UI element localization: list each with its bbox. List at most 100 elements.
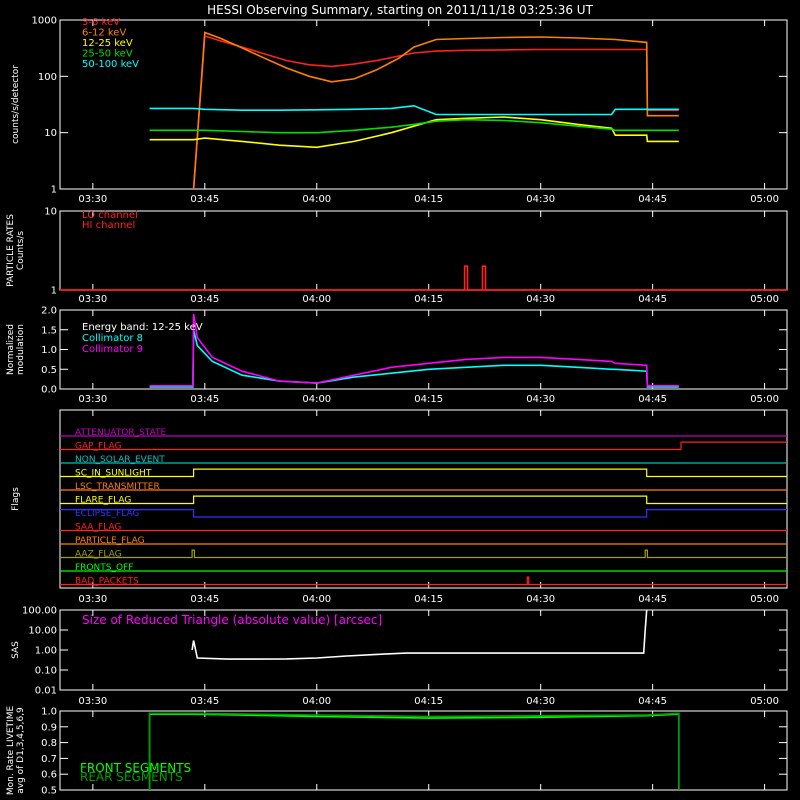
y-tick-label: 1.5	[41, 325, 57, 336]
annotation-label: Energy band: 12-25 keV	[82, 322, 203, 333]
series-line-3-6-kev	[192, 34, 679, 190]
panel-modulation: 03:30 03:45 04:00 04:15 04:30 04:45 05:00 0.0 0.…	[6, 306, 788, 405]
y-tick-label: 2.0	[41, 306, 57, 317]
flag-line-aaz-flag	[60, 549, 787, 559]
legend-entry: HI channel	[82, 220, 135, 231]
legend-entry: FRONT SEGMENTS	[80, 761, 191, 775]
series-line-12-25-kev	[149, 116, 679, 149]
series-line-25-50-kev	[149, 118, 679, 134]
y-axis-label: modulation	[16, 324, 26, 375]
x-tick-label: 04:00	[302, 594, 331, 605]
legend-entry: Collimator 8	[82, 333, 143, 344]
series-line-6-12-kev	[192, 31, 679, 190]
x-tick-label: 03:30	[78, 594, 107, 605]
series-line-50-100-kev	[149, 104, 679, 116]
y-tick-label: 1.0	[41, 345, 57, 356]
legend-entry: 25-50 keV	[82, 49, 133, 60]
y-tick-label: 0.10	[35, 666, 57, 677]
legend-entry: 50-100 keV	[82, 59, 139, 70]
x-tick-label: 04:30	[526, 394, 555, 405]
x-tick-label: 04:00	[302, 294, 331, 305]
y-tick-label: 1	[51, 286, 57, 297]
x-tick-label: 05:00	[750, 594, 779, 605]
y-tick-label: 0.9	[41, 722, 57, 733]
y-axis-label: SAS	[11, 641, 21, 659]
legend-entry: LO channel	[82, 210, 138, 221]
panel-frame	[59, 409, 788, 589]
flag-label: ECLIPSE_FLAG	[75, 509, 139, 519]
flag-line-flare-flag	[60, 495, 787, 505]
panel-frame	[59, 710, 788, 791]
x-tick-label: 05:00	[750, 696, 779, 707]
flag-line-sc-in-sunlight	[60, 468, 787, 478]
flag-label: SAA_FLAG	[75, 523, 121, 533]
flag-label: LSC_TRANSMITTER	[75, 482, 160, 492]
y-tick-label: 0.5	[41, 786, 57, 797]
x-tick-label: 04:15	[414, 294, 443, 305]
x-tick-label: 03:45	[190, 696, 219, 707]
panel-livetime: 0.5 0.6 0.7 0.8 0.9 1.0 Mon. Rate LIVETIME avg …	[6, 706, 788, 797]
x-tick-label: 04:45	[638, 194, 667, 205]
y-tick-label: 1	[51, 185, 57, 196]
x-tick-label: 03:30	[78, 696, 107, 707]
x-tick-label: 04:15	[414, 696, 443, 707]
legend-entry: 6-12 keV	[82, 28, 126, 39]
y-tick-label: 1.00	[35, 646, 57, 657]
y-axis-label: Mon. Rate LIVETIME	[6, 706, 16, 796]
y-tick-label: 0.5	[41, 365, 57, 376]
y-tick-label: 1.0	[41, 707, 57, 718]
y-tick-label: 0.8	[41, 738, 57, 749]
y-axis-label: counts/s/detector	[11, 65, 21, 144]
y-tick-label: 100	[38, 72, 57, 83]
flag-label: AAZ_FLAG	[75, 550, 122, 560]
flag-label: FLARE_FLAG	[75, 496, 131, 506]
x-tick-label: 03:30	[78, 394, 107, 405]
x-tick-label: 04:15	[414, 594, 443, 605]
panels: 03:30 03:45 04:00 04:15 04:30 04:45 05:0011010…	[6, 16, 788, 797]
sas-panel-title: Size of Reduced Triangle (absolute value…	[82, 613, 382, 627]
y-tick-label: 0.0	[41, 385, 57, 396]
legend-entry: REAR SEGMENTS	[80, 770, 183, 784]
y-tick-label: 0.01	[35, 686, 57, 697]
flag-line-bad-packets	[60, 576, 787, 586]
legend-entry: Collimator 9	[82, 344, 143, 355]
flag-label: NON_SOLAR_EVENT	[75, 455, 165, 465]
y-tick-label: 10	[44, 207, 57, 218]
flag-line-gap-flag	[60, 441, 787, 451]
x-tick-label: 04:30	[526, 194, 555, 205]
flag-label: BAD_PACKETS	[75, 577, 139, 587]
flag-label: ATTENUATOR_STATE	[75, 428, 167, 438]
series-line-collimator-9	[149, 313, 679, 387]
x-tick-label: 03:45	[190, 294, 219, 305]
y-axis-label: Counts/s	[16, 231, 26, 270]
x-tick-label: 03:45	[190, 594, 219, 605]
panel-particle-rates: 03:30 03:45 04:00 04:15 04:30 04:45 05:00 1 10 PA…	[6, 207, 788, 305]
x-tick-label: 03:45	[190, 394, 219, 405]
x-tick-label: 04:00	[302, 194, 331, 205]
y-axis-label: PARTICLE RATES	[6, 214, 16, 287]
series-line-rear-segments	[148, 712, 680, 790]
x-tick-label: 04:00	[302, 696, 331, 707]
y-axis-label: avg of D1,3,4,5,6,9	[16, 707, 26, 794]
flag-label: FRONTS_OFF	[75, 563, 133, 573]
x-tick-label: 04:15	[414, 394, 443, 405]
y-tick-label: 10	[44, 128, 57, 139]
chart-title: HESSI Observing Summary, starting on 201…	[207, 3, 593, 17]
x-tick-label: 04:45	[638, 594, 667, 605]
y-tick-label: 1000	[32, 16, 57, 27]
x-tick-label: 03:30	[78, 294, 107, 305]
x-tick-label: 04:30	[526, 696, 555, 707]
flag-label: PARTICLE_FLAG	[75, 536, 145, 546]
y-axis-label: Flags	[11, 487, 21, 511]
y-axis-label: Normalized	[6, 324, 16, 375]
x-tick-label: 03:30	[78, 194, 107, 205]
y-tick-label: 0.7	[41, 754, 57, 765]
panel-flags: 03:30 03:45 04:00 04:15 04:30 04:45 05:00 Flags…	[11, 409, 788, 605]
x-tick-label: 04:30	[526, 294, 555, 305]
x-tick-label: 04:45	[638, 696, 667, 707]
x-tick-label: 05:00	[750, 294, 779, 305]
x-tick-label: 05:00	[750, 194, 779, 205]
panel-frame	[59, 19, 788, 190]
